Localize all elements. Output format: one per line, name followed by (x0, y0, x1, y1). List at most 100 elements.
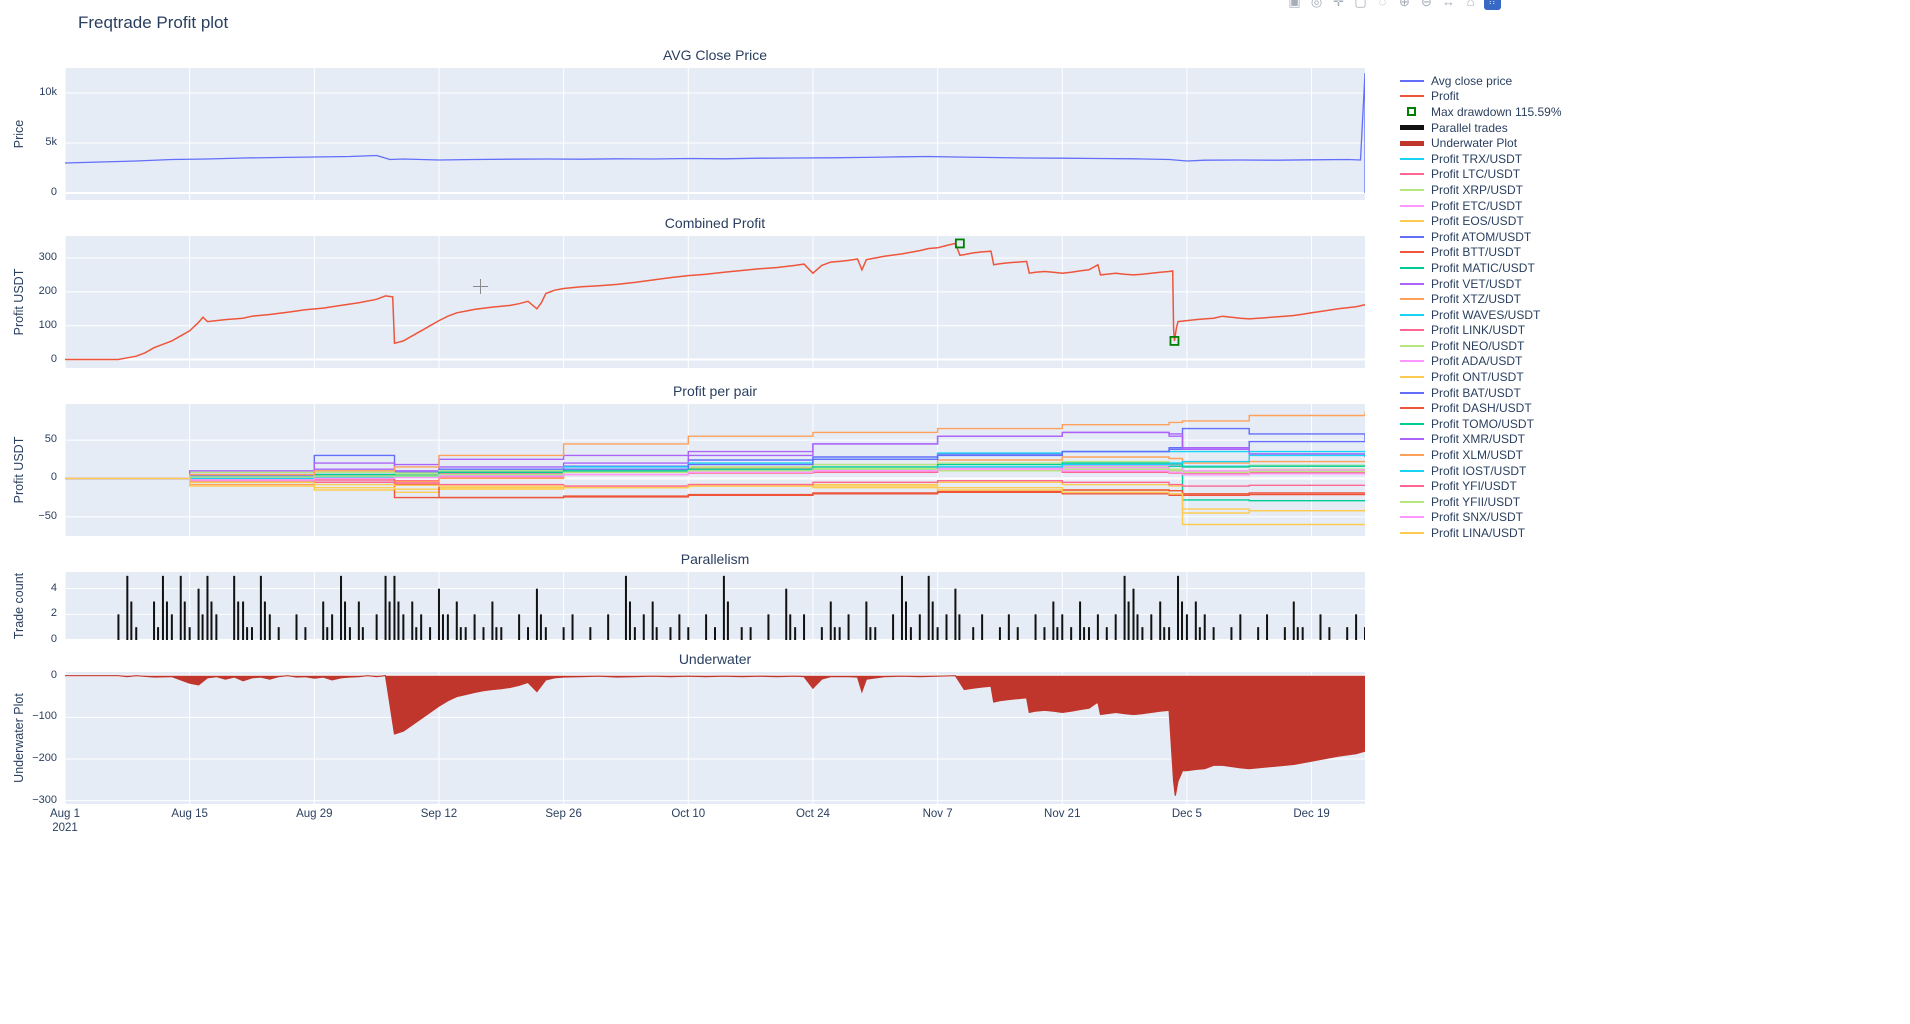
legend-label: Profit (1431, 89, 1460, 104)
legend-label: Profit NEO/USDT (1431, 338, 1525, 353)
legend-item[interactable]: Profit TOMO/USDT (1400, 416, 1562, 432)
y-tick-label: 0 (50, 471, 57, 484)
zoom-out-icon[interactable]: ⊖ (1421, 0, 1432, 9)
legend-item[interactable]: Max drawdown 115.59% (1400, 104, 1562, 120)
legend-label: Profit SNX/USDT (1431, 510, 1524, 525)
legend-item[interactable]: Profit BAT/USDT (1400, 385, 1562, 401)
legend-line-swatch (1400, 532, 1424, 535)
legend-line-swatch (1400, 220, 1424, 223)
zoom-icon[interactable]: ◎ (1310, 0, 1323, 9)
y-tick-labels: 0 −100 −200 −300 (17, 669, 61, 806)
legend-item[interactable]: Underwater Plot (1400, 135, 1562, 151)
plotly-logo-icon[interactable]: ⁞⁞ (1484, 0, 1501, 10)
plot-area-combined-profit[interactable] (65, 236, 1365, 368)
legend-line-swatch (1400, 329, 1424, 332)
subplot-title: Underwater (678, 651, 752, 667)
y-tick-labels: −50 0 50 (17, 404, 61, 536)
legend-label: Profit LINK/USDT (1431, 323, 1526, 338)
zoom-in-icon[interactable]: ⊕ (1399, 0, 1410, 9)
legend-item[interactable]: Profit XMR/USDT (1400, 432, 1562, 448)
legend-item[interactable]: Parallel trades (1400, 120, 1562, 136)
y-tick-label: 5k (45, 136, 57, 148)
legend-label: Profit YFII/USDT (1431, 494, 1521, 509)
x-tick-label: Sep 12 (420, 808, 458, 820)
legend-item[interactable]: Profit ATOM/USDT (1400, 229, 1562, 245)
y-tick-label: 0 (50, 186, 57, 198)
legend-item[interactable]: Profit VET/USDT (1400, 276, 1562, 292)
legend-line-swatch (1400, 469, 1424, 472)
legend-line-swatch (1400, 235, 1424, 238)
legend-item[interactable]: Profit BTT/USDT (1400, 245, 1562, 261)
plotly-modebar: ▣ ◎ ✛ ▢ ◌ ⊕ ⊖ ↔ ⌂ ⁞⁞ (1286, 0, 1501, 10)
legend-item[interactable]: Profit XRP/USDT (1400, 182, 1562, 198)
legend-item[interactable]: Profit ADA/USDT (1400, 354, 1562, 370)
plot-area-parallelism[interactable] (65, 572, 1365, 640)
legend-line-swatch (1400, 173, 1424, 176)
legend-item[interactable]: Avg close price (1400, 73, 1562, 89)
legend-item[interactable]: Profit SNX/USDT (1400, 510, 1562, 526)
y-tick-label: 10k (39, 86, 57, 98)
y-tick-label: 4 (50, 581, 57, 594)
legend-label: Profit VET/USDT (1431, 276, 1522, 291)
pan-icon[interactable]: ✛ (1333, 0, 1344, 9)
legend-item[interactable]: Profit LINK/USDT (1400, 323, 1562, 339)
legend-item[interactable]: Profit YFII/USDT (1400, 494, 1562, 510)
y-tick-labels: 0 5k 10k (17, 68, 61, 200)
legend-item[interactable]: Profit XTZ/USDT (1400, 291, 1562, 307)
legend-line-swatch (1400, 360, 1424, 363)
x-tick-label: Oct 24 (795, 808, 830, 820)
plot-area-avg-close-price[interactable] (65, 68, 1365, 200)
subplot-profit-per-pair: Profit per pair Profit USDT −50 0 50 (12, 383, 1365, 536)
cursor-crosshair (473, 279, 488, 294)
legend-item[interactable]: Profit ONT/USDT (1400, 369, 1562, 385)
legend-item[interactable]: Profit LINA/USDT (1400, 525, 1562, 541)
legend-item[interactable]: Profit DASH/USDT (1400, 400, 1562, 416)
autoscale-icon[interactable]: ↔ (1442, 0, 1455, 9)
legend-label: Profit XLM/USDT (1431, 448, 1524, 463)
legend-label: Profit LTC/USDT (1431, 167, 1521, 182)
y-tick-label: −300 (32, 793, 57, 806)
legend-line-swatch (1400, 125, 1424, 131)
x-tick-label: Oct 10 (671, 808, 706, 820)
legend-item[interactable]: Profit TRX/USDT (1400, 151, 1562, 167)
legend-item[interactable]: Profit EOS/USDT (1400, 213, 1562, 229)
legend-item[interactable]: Profit YFI/USDT (1400, 478, 1562, 494)
x-tick-label: Aug 15 (171, 808, 208, 820)
legend: Avg close price Profit Max drawdown 115.59… (1400, 73, 1562, 541)
camera-icon[interactable]: ▣ (1288, 0, 1301, 9)
legend-label: Profit EOS/USDT (1431, 214, 1524, 229)
legend-item[interactable]: Profit (1400, 89, 1562, 105)
legend-line-swatch (1400, 157, 1424, 160)
legend-line-swatch (1400, 140, 1424, 146)
legend-label: Max drawdown 115.59% (1431, 104, 1562, 119)
legend-line-swatch (1400, 454, 1424, 457)
legend-label: Underwater Plot (1431, 136, 1518, 151)
legend-item[interactable]: Profit NEO/USDT (1400, 338, 1562, 354)
box-select-icon[interactable]: ▢ (1354, 0, 1367, 9)
legend-item[interactable]: Profit IOST/USDT (1400, 463, 1562, 479)
legend-label: Profit XMR/USDT (1431, 432, 1526, 447)
y-tick-label: 50 (44, 433, 57, 446)
legend-item[interactable]: Profit XLM/USDT (1400, 447, 1562, 463)
legend-item[interactable]: Profit ETC/USDT (1400, 198, 1562, 214)
legend-line-swatch (1400, 516, 1424, 519)
legend-item[interactable]: Profit WAVES/USDT (1400, 307, 1562, 323)
legend-label: Profit ATOM/USDT (1431, 229, 1532, 244)
legend-label: Avg close price (1431, 73, 1513, 88)
y-tick-label: 300 (38, 251, 57, 263)
lasso-select-icon[interactable]: ◌ (1378, 0, 1387, 9)
subplot-combined-profit: Combined Profit Profit USDT 0 100 200 300 (12, 215, 1365, 368)
x-tick-label: Aug 29 (296, 808, 333, 820)
legend-line-swatch (1400, 282, 1424, 285)
reset-axes-icon[interactable]: ⌂ (1466, 0, 1475, 9)
x-tick-label: Nov 7 (922, 808, 953, 820)
plot-area-underwater[interactable] (65, 672, 1365, 804)
legend-line-swatch (1400, 188, 1424, 191)
plot-area-profit-per-pair[interactable] (65, 404, 1365, 536)
legend-label: Profit YFI/USDT (1431, 479, 1517, 494)
legend-label: Profit BTT/USDT (1431, 245, 1522, 260)
legend-item[interactable]: Profit MATIC/USDT (1400, 260, 1562, 276)
subplot-title: Combined Profit (664, 215, 766, 231)
legend-item[interactable]: Profit LTC/USDT (1400, 167, 1562, 183)
